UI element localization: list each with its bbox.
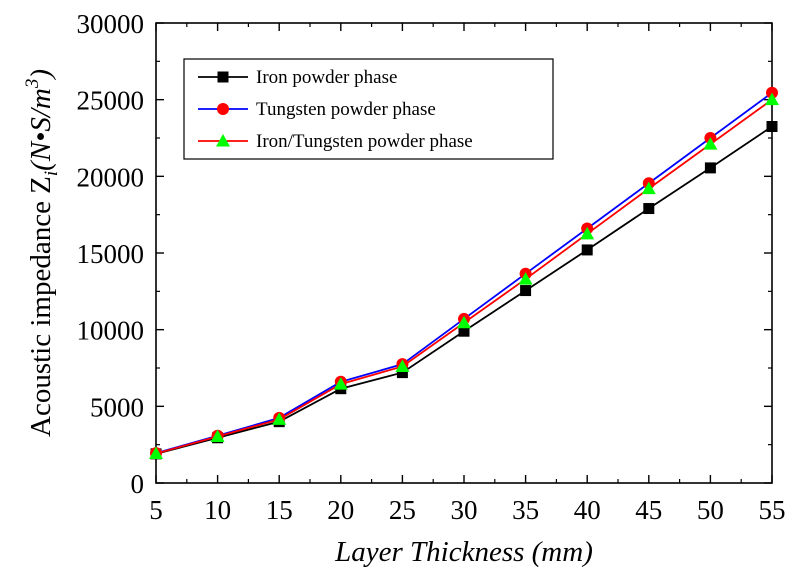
data-point	[458, 325, 470, 337]
y-tick-label: 15000	[77, 239, 145, 269]
data-point	[272, 412, 287, 425]
series-3	[149, 92, 779, 460]
legend-label: Iron/Tungsten powder phase	[256, 131, 473, 152]
series-layer	[149, 86, 779, 460]
data-point	[333, 377, 348, 390]
data-point	[580, 226, 595, 240]
x-tick-label: 55	[759, 495, 786, 525]
data-point	[581, 244, 593, 256]
data-point	[643, 203, 655, 215]
y-tick-label: 0	[131, 469, 145, 499]
x-tick-label: 5	[149, 495, 163, 525]
x-axis-title: Layer Thickness (mm)	[334, 536, 593, 568]
data-point	[765, 92, 779, 106]
data-point	[210, 429, 225, 443]
legend-item: Tungsten powder phase	[198, 99, 436, 120]
x-tick-label: 15	[266, 495, 293, 525]
y-tick-label: 25000	[77, 86, 145, 116]
y-tick-label: 20000	[77, 162, 145, 192]
data-point	[395, 359, 410, 372]
data-point	[518, 272, 533, 285]
y-axis-title-subscript: i	[41, 171, 62, 176]
data-point	[766, 121, 778, 132]
y-tick-label: 5000	[90, 392, 144, 422]
legend-item: Iron powder phase	[198, 67, 397, 88]
y-axis-title-prefix: Acoustic impedance Z	[25, 176, 57, 437]
x-tick-label: 50	[697, 495, 724, 525]
legend-marker	[216, 134, 230, 147]
legend-marker	[217, 71, 229, 83]
x-tick-label: 30	[451, 495, 478, 525]
y-axis-title: Acoustic impedance Zi(N•S/m3)	[22, 69, 62, 437]
y-axis-title-unit-open: (N•S/m	[25, 88, 57, 171]
series-line	[155, 125, 773, 455]
data-point	[520, 285, 532, 297]
data-point	[396, 367, 408, 379]
x-tick-label: 45	[635, 495, 662, 525]
x-tick-label: 35	[512, 495, 539, 525]
legend-marker	[217, 103, 229, 115]
y-axis-title-unit-close: )	[25, 69, 57, 81]
x-tick-label: 25	[389, 495, 416, 525]
data-point	[703, 137, 718, 150]
series-1	[150, 121, 778, 460]
legend: Iron powder phase Tungsten powder phase Ir…	[183, 58, 554, 160]
y-tick-label: 10000	[77, 316, 145, 346]
legend-label: Tungsten powder phase	[256, 99, 436, 120]
axis-ticks	[155, 22, 773, 484]
legend-label: Iron powder phase	[256, 67, 397, 88]
y-tick-label: 30000	[77, 9, 145, 39]
x-tick-label: 20	[327, 495, 354, 525]
x-tick-label: 40	[574, 495, 601, 525]
legend-item: Iron/Tungsten powder phase	[198, 131, 473, 152]
x-tick-label: 10	[204, 495, 231, 525]
y-tick-labels: 0 5000 10000 15000 20000 25000 30000	[77, 9, 145, 499]
x-tick-labels: 5 10 15 20 25 30 35 40 45 50 55	[149, 495, 785, 525]
data-point	[641, 181, 656, 195]
y-axis-title-superscript: 3	[22, 79, 43, 90]
data-point	[149, 446, 163, 460]
data-point	[457, 315, 471, 329]
data-point	[704, 162, 716, 174]
